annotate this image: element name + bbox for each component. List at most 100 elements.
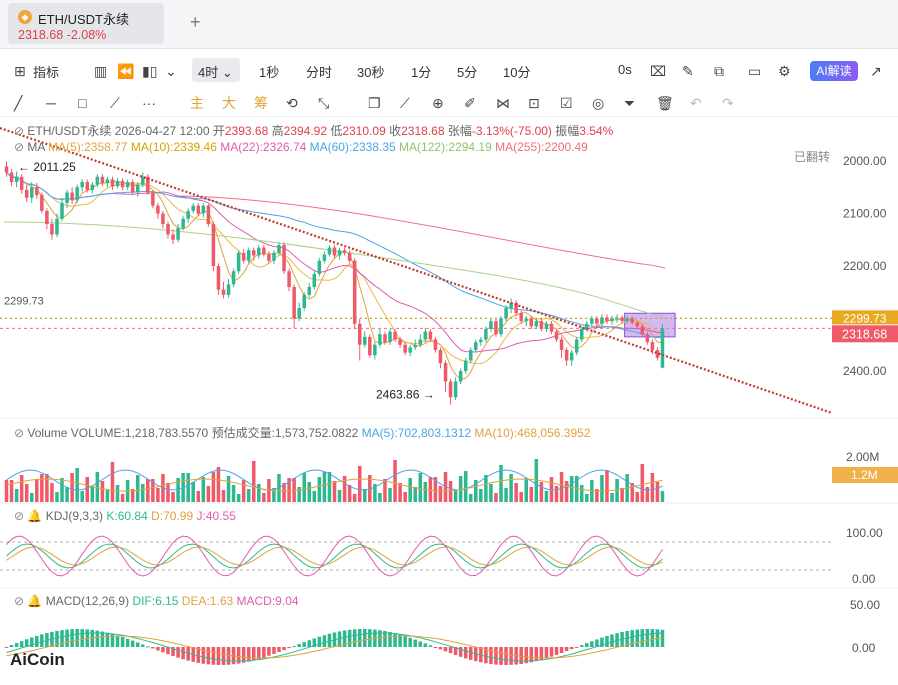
copy-icon[interactable]: ❐: [368, 95, 381, 111]
chip-tool[interactable]: 筹: [254, 95, 268, 111]
interval-30s[interactable]: 30秒: [357, 65, 385, 80]
candle: [448, 378, 453, 405]
candle-body: [35, 187, 39, 196]
candle-body: [90, 184, 95, 190]
gear-icon[interactable]: ⚙: [778, 63, 791, 79]
collapse-icon[interactable]: ⊘: [14, 124, 25, 138]
candle-body: [322, 254, 327, 261]
macd-bar: [569, 647, 574, 650]
volume-bar: [60, 478, 64, 502]
interval-active[interactable]: 4时 ⌄: [198, 65, 233, 80]
candle: [458, 368, 463, 385]
more-tools-icon[interactable]: ···: [142, 95, 156, 111]
candle: [418, 334, 423, 348]
macd-bar: [130, 640, 135, 647]
volume-toggle-icon[interactable]: ⊘: [14, 426, 25, 440]
layout-icon[interactable]: ▥: [94, 63, 108, 79]
interval-timeshare[interactable]: 分时: [306, 65, 333, 80]
candle-body: [448, 381, 453, 398]
chart-type-icon[interactable]: ▮▯: [142, 63, 158, 79]
kdj-toggle-icon[interactable]: ⊘: [14, 509, 25, 523]
kdj-k: K:60.84: [106, 509, 148, 523]
brush-tool-icon[interactable]: ⟋: [110, 95, 120, 111]
volume-bar: [216, 467, 221, 502]
sync-icon[interactable]: ⟲: [286, 95, 298, 111]
popout-icon[interactable]: ⧉: [714, 63, 724, 79]
volume-bar: [130, 489, 135, 502]
interval-10m[interactable]: 10分: [503, 65, 531, 80]
zoom-icon[interactable]: ⊕: [432, 95, 444, 111]
layout-split-icon[interactable]: ▭: [748, 63, 762, 79]
kdj-d-line: [6, 546, 663, 566]
candle-body: [9, 172, 14, 182]
interval-1m[interactable]: 1分: [411, 65, 432, 80]
volume-bar: [337, 490, 342, 502]
macd-bar: [408, 637, 412, 647]
checklist-icon[interactable]: ☑: [560, 95, 573, 111]
replay-icon[interactable]: ⏪: [117, 63, 135, 79]
candle-body: [282, 245, 286, 272]
trendline-tool-icon[interactable]: ╱: [14, 95, 23, 111]
main-tool[interactable]: 主: [190, 95, 204, 111]
symbol-tab[interactable]: ◆ ETH/USDT永续 2318.68 -2.08%: [8, 3, 164, 44]
interval-5m[interactable]: 5分: [457, 65, 478, 80]
macd-bell-icon[interactable]: 🔔: [27, 594, 43, 608]
macd-bar: [504, 647, 508, 665]
macd-toggle-icon[interactable]: ⊘: [14, 594, 25, 608]
share-icon[interactable]: ↗: [870, 63, 882, 79]
trash-icon[interactable]: 🗑: [656, 95, 674, 111]
indicators-button[interactable]: 指标: [33, 65, 60, 80]
hide-icon[interactable]: ◎: [592, 95, 605, 111]
candle: [615, 314, 619, 323]
ma-toggle-icon[interactable]: ⊘: [14, 140, 25, 154]
macd-bar: [579, 645, 584, 647]
volume-bar: [383, 479, 387, 502]
horizontal-line-tool-icon[interactable]: ─: [46, 95, 56, 111]
ai-interpret-button[interactable]: AI解读: [810, 61, 858, 81]
candle: [569, 350, 574, 366]
volume-bar: [368, 475, 372, 502]
volume-bar: [610, 493, 614, 502]
volume-bar: [211, 472, 216, 502]
volume-bar: [191, 482, 195, 502]
macd-bar: [610, 634, 614, 647]
interval-1s[interactable]: 1秒: [259, 65, 280, 80]
camera-icon[interactable]: ⌧: [650, 63, 667, 79]
indicator-icon[interactable]: ⊞: [14, 63, 26, 79]
magnet-icon[interactable]: ⋈: [496, 95, 510, 111]
macd-bar: [403, 636, 407, 647]
rectangle-tool-icon[interactable]: □: [78, 95, 87, 111]
volume-bar: [45, 474, 49, 502]
volume-bar: [479, 489, 483, 502]
redo-icon[interactable]: ↷: [722, 95, 734, 111]
volume-bar: [620, 488, 624, 502]
kdj-bell-icon[interactable]: 🔔: [27, 509, 43, 523]
add-tab-button[interactable]: +: [190, 12, 201, 32]
volume-bar: [14, 489, 19, 502]
volume-bar: [206, 486, 211, 502]
macd-bar: [378, 630, 382, 647]
lock-icon[interactable]: ⊡: [528, 95, 540, 111]
filter-icon[interactable]: ⏷: [624, 95, 636, 111]
ma255-line: [179, 195, 666, 269]
macd-bar: [90, 629, 95, 647]
big-tool[interactable]: 大: [222, 95, 236, 111]
volume-bar: [24, 484, 29, 502]
measure-icon[interactable]: ⤡: [318, 95, 330, 111]
undo-icon[interactable]: ↶: [690, 95, 702, 111]
macd-bar: [590, 641, 594, 647]
macd-bar: [544, 647, 549, 659]
ruler-icon[interactable]: ⟋: [400, 95, 410, 111]
candle-body: [342, 250, 347, 253]
candle-body: [211, 224, 216, 266]
macd-bar: [35, 635, 39, 647]
chevron-down-icon[interactable]: ⌄: [165, 63, 177, 79]
info-amp: 3.54%: [579, 124, 614, 138]
candle: [574, 336, 579, 356]
volume-bar: [171, 492, 175, 502]
macd-bar: [453, 647, 458, 656]
marker-icon[interactable]: ✐: [464, 95, 476, 111]
edit-icon[interactable]: ✎: [682, 63, 694, 79]
candle: [408, 344, 412, 357]
